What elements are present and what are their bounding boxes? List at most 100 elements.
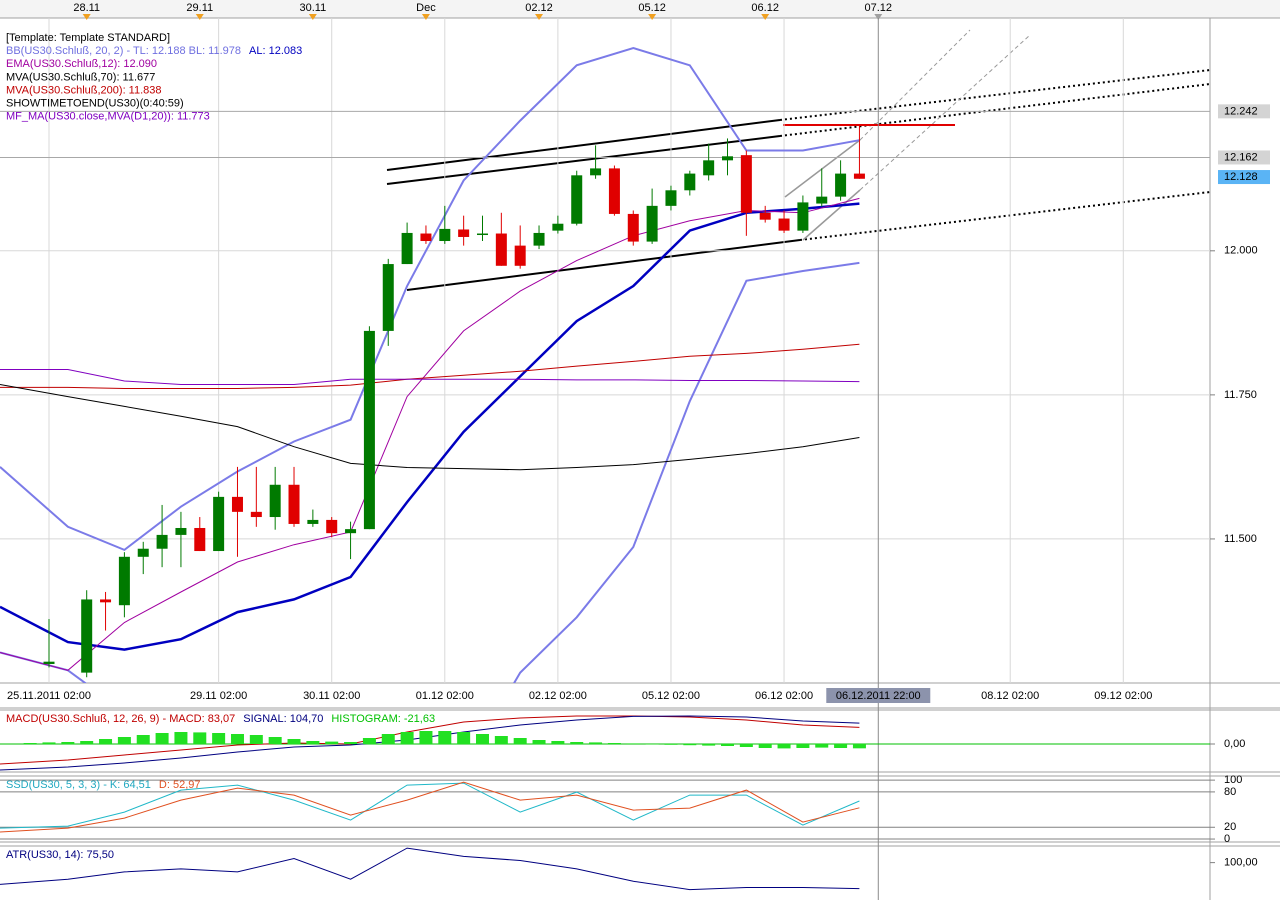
- candle-body: [156, 534, 168, 549]
- top-x-tick-marker: [648, 14, 657, 20]
- x-tick-label: 29.11 02:00: [190, 690, 247, 702]
- legend-line: MVA(US30.Schluß,200): 11.838: [6, 84, 162, 96]
- candle-body: [627, 213, 639, 242]
- candle-body: [137, 548, 149, 557]
- price-marker-label: 12.128: [1224, 171, 1258, 183]
- indicator-line: [0, 261, 860, 683]
- legend-entry: SSD(US30, 5, 3, 3) - K: 64,51: [6, 779, 151, 791]
- candle-body: [665, 190, 677, 206]
- histogram-bar: [212, 733, 226, 744]
- indicator-line: [0, 202, 860, 651]
- histogram-bar: [739, 744, 753, 747]
- panel-labels: 0,00 MACD(US30.Schluß, 12, 26, 9) - MACD:…: [6, 713, 1245, 750]
- candle-body: [307, 519, 319, 524]
- top-x-tick-label: 30.11: [300, 2, 327, 14]
- candle-body: [684, 173, 696, 191]
- candle-body: [722, 156, 734, 161]
- candle-body: [816, 196, 828, 204]
- top-time-axis: [0, 0, 1280, 18]
- histogram-bar: [306, 741, 320, 744]
- candle-body: [363, 330, 375, 530]
- top-x-tick-label: Dec: [416, 2, 436, 14]
- histogram-bar: [80, 741, 94, 744]
- legend-line: SSD(US30, 5, 3, 3) - K: 64,51 D: 52,97: [6, 779, 201, 791]
- histogram-bar: [683, 744, 697, 746]
- candle-body: [608, 168, 620, 214]
- histogram-bar: [494, 736, 508, 744]
- x-tick-label: 02.12 02:00: [529, 690, 587, 702]
- histogram-bar: [834, 744, 848, 748]
- histogram-bar: [419, 731, 433, 744]
- top-x-tick-label: 07.12: [865, 2, 893, 14]
- histogram-bar: [702, 744, 716, 746]
- x-tick-label: 25.11.2011 02:00: [7, 690, 91, 702]
- top-x-tick-label: 02.12: [525, 2, 553, 14]
- legend-entry: MVA(US30.Schluß,70): 11.677: [6, 71, 155, 83]
- candle-body: [495, 233, 507, 266]
- y-tick-label: 100: [1224, 774, 1242, 786]
- candle-body: [759, 212, 771, 220]
- indicator-line: [0, 197, 860, 671]
- candle-body: [533, 232, 545, 246]
- top-x-tick-marker: [421, 14, 430, 20]
- candle-body: [401, 232, 413, 265]
- top-x-tick-marker: [82, 14, 91, 20]
- panel-labels: 100,00 ATR(US30, 14): 75,50: [6, 849, 1258, 869]
- indicator-line: [0, 782, 860, 829]
- candle-body: [118, 556, 130, 606]
- candle-body: [590, 168, 602, 176]
- legend-entry: MF_MA(US30.close,MVA(D1,20)): 11.773: [6, 111, 210, 123]
- top-x-tick-label: 29.11: [186, 2, 213, 14]
- candle-body: [835, 173, 847, 197]
- time-cursor-label: 06.12.2011 22:00: [836, 690, 921, 702]
- indicator-line: [0, 384, 860, 471]
- time-axis: [0, 683, 1280, 708]
- x-tick-label: 08.12 02:00: [981, 690, 1039, 702]
- candle-body: [250, 511, 262, 518]
- histogram-bar: [155, 733, 169, 744]
- candle-body: [853, 173, 865, 179]
- legend-line: SHOWTIMETOEND(US30)(0:40:59): [6, 97, 184, 109]
- histogram-bar: [607, 743, 621, 744]
- histogram-bar: [664, 744, 678, 745]
- candle-body: [288, 484, 300, 524]
- y-tick-label: 80: [1224, 786, 1236, 798]
- histogram-bar: [136, 735, 150, 744]
- legend-entry: D: 52,97: [159, 779, 201, 791]
- legend-line: MF_MA(US30.close,MVA(D1,20)): 11.773: [6, 111, 210, 123]
- histogram-bar: [230, 734, 244, 744]
- histogram-bar: [758, 744, 772, 748]
- y-tick-label: 100,00: [1224, 857, 1258, 869]
- histogram-bar: [815, 744, 829, 748]
- legend-entry: EMA(US30.Schluß,12): 12.090: [6, 58, 157, 70]
- histogram-bar: [42, 742, 56, 744]
- histogram-bar: [513, 738, 527, 744]
- x-tick-label: 30.11 02:00: [303, 690, 360, 702]
- candle-body: [194, 527, 206, 552]
- price-marker-box: [1218, 104, 1270, 119]
- histogram-bar: [570, 742, 584, 744]
- indicator-line: [0, 343, 860, 389]
- histogram-bar: [532, 740, 546, 744]
- panel-labels: 11.500 11.750 12.000 25.11.2011 02:00 29.11 …: [6, 2, 1270, 702]
- candle-body: [740, 155, 752, 213]
- legend-line: MVA(US30.Schluß,70): 11.677: [6, 71, 155, 83]
- legend-entry: MACD(US30.Schluß, 12, 26, 9) - MACD: 83,…: [6, 713, 235, 725]
- y-tick-label: 12.000: [1224, 245, 1258, 257]
- histogram-bar: [287, 739, 301, 744]
- price-marker-box: [1218, 150, 1270, 165]
- candle-body: [514, 245, 526, 266]
- histogram-bar: [344, 742, 358, 744]
- legend-entry: HISTOGRAM: -21,63: [331, 713, 435, 725]
- histogram-bar: [777, 744, 791, 749]
- candle-body: [175, 527, 187, 535]
- histogram-bar: [551, 741, 565, 744]
- indicator-line: [0, 369, 860, 385]
- panel: [0, 847, 860, 891]
- histogram-bar: [249, 735, 263, 744]
- candle-body: [382, 264, 394, 331]
- price-marker-label: 12.242: [1224, 105, 1258, 117]
- legend-entry: MVA(US30.Schluß,200): 11.838: [6, 84, 162, 96]
- histogram-bar: [589, 742, 603, 744]
